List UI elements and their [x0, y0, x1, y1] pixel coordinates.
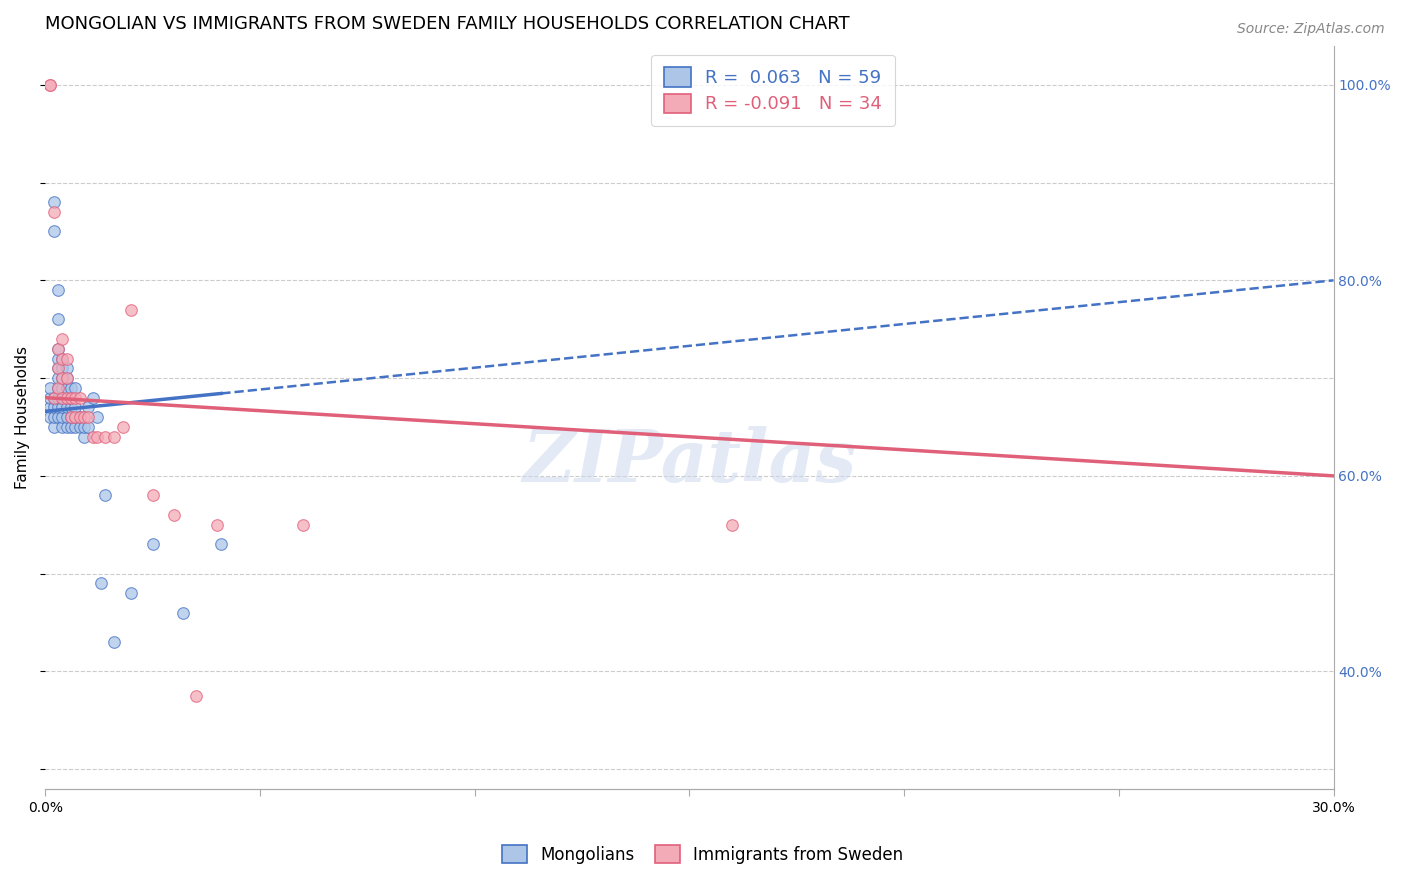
Point	[46, 361, 69, 376]
Point	[721, 517, 744, 532]
Point	[55, 420, 77, 434]
Point	[51, 351, 73, 366]
Point	[291, 517, 314, 532]
Point	[46, 410, 69, 425]
Point	[55, 410, 77, 425]
Point	[60, 420, 83, 434]
Point	[55, 391, 77, 405]
Text: ZIPatlas: ZIPatlas	[523, 426, 856, 498]
Point	[120, 586, 142, 600]
Point	[60, 410, 83, 425]
Point	[55, 391, 77, 405]
Point	[46, 371, 69, 385]
Point	[46, 391, 69, 405]
Point	[46, 381, 69, 395]
Point	[209, 537, 232, 551]
Point	[69, 410, 91, 425]
Point	[142, 537, 165, 551]
Point	[69, 420, 91, 434]
Point	[51, 391, 73, 405]
Point	[38, 410, 60, 425]
Point	[55, 351, 77, 366]
Point	[65, 381, 87, 395]
Point	[172, 606, 194, 620]
Point	[163, 508, 186, 522]
Point	[86, 430, 108, 444]
Point	[55, 371, 77, 385]
Point	[90, 576, 112, 591]
Point	[205, 517, 228, 532]
Point	[38, 78, 60, 92]
Point	[51, 371, 73, 385]
Point	[42, 224, 65, 238]
Point	[111, 420, 134, 434]
Point	[51, 401, 73, 415]
Point	[46, 401, 69, 415]
Point	[55, 371, 77, 385]
Point	[65, 401, 87, 415]
Point	[103, 635, 125, 649]
Point	[69, 391, 91, 405]
Legend: Mongolians, Immigrants from Sweden: Mongolians, Immigrants from Sweden	[496, 838, 910, 871]
Point	[42, 391, 65, 405]
Point	[46, 283, 69, 297]
Point	[73, 410, 96, 425]
Point	[60, 391, 83, 405]
Point	[51, 391, 73, 405]
Text: Source: ZipAtlas.com: Source: ZipAtlas.com	[1237, 22, 1385, 37]
Point	[60, 391, 83, 405]
Point	[51, 381, 73, 395]
Point	[46, 361, 69, 376]
Legend: R =  0.063   N = 59, R = -0.091   N = 34: R = 0.063 N = 59, R = -0.091 N = 34	[651, 54, 896, 126]
Point	[60, 381, 83, 395]
Point	[46, 381, 69, 395]
Point	[77, 401, 100, 415]
Point	[46, 312, 69, 326]
Point	[73, 420, 96, 434]
Point	[65, 391, 87, 405]
Point	[38, 381, 60, 395]
Point	[46, 342, 69, 356]
Point	[55, 381, 77, 395]
Point	[60, 401, 83, 415]
Point	[46, 351, 69, 366]
Point	[42, 195, 65, 210]
Point	[120, 302, 142, 317]
Point	[42, 401, 65, 415]
Point	[38, 401, 60, 415]
Point	[82, 430, 104, 444]
Point	[55, 401, 77, 415]
Point	[77, 420, 100, 434]
Point	[142, 488, 165, 502]
Point	[73, 430, 96, 444]
Point	[42, 420, 65, 434]
Point	[42, 410, 65, 425]
Text: MONGOLIAN VS IMMIGRANTS FROM SWEDEN FAMILY HOUSEHOLDS CORRELATION CHART: MONGOLIAN VS IMMIGRANTS FROM SWEDEN FAMI…	[45, 15, 849, 33]
Point	[94, 430, 117, 444]
Point	[51, 420, 73, 434]
Point	[77, 410, 100, 425]
Y-axis label: Family Households: Family Households	[15, 346, 30, 489]
Point	[51, 410, 73, 425]
Point	[42, 391, 65, 405]
Point	[42, 205, 65, 219]
Point	[86, 410, 108, 425]
Point	[65, 410, 87, 425]
Point	[60, 410, 83, 425]
Point	[51, 371, 73, 385]
Point	[51, 361, 73, 376]
Point	[38, 391, 60, 405]
Point	[51, 332, 73, 346]
Point	[46, 342, 69, 356]
Point	[51, 351, 73, 366]
Point	[184, 689, 207, 703]
Point	[82, 391, 104, 405]
Point	[65, 410, 87, 425]
Point	[38, 78, 60, 92]
Point	[103, 430, 125, 444]
Point	[94, 488, 117, 502]
Point	[55, 361, 77, 376]
Point	[69, 410, 91, 425]
Point	[65, 420, 87, 434]
